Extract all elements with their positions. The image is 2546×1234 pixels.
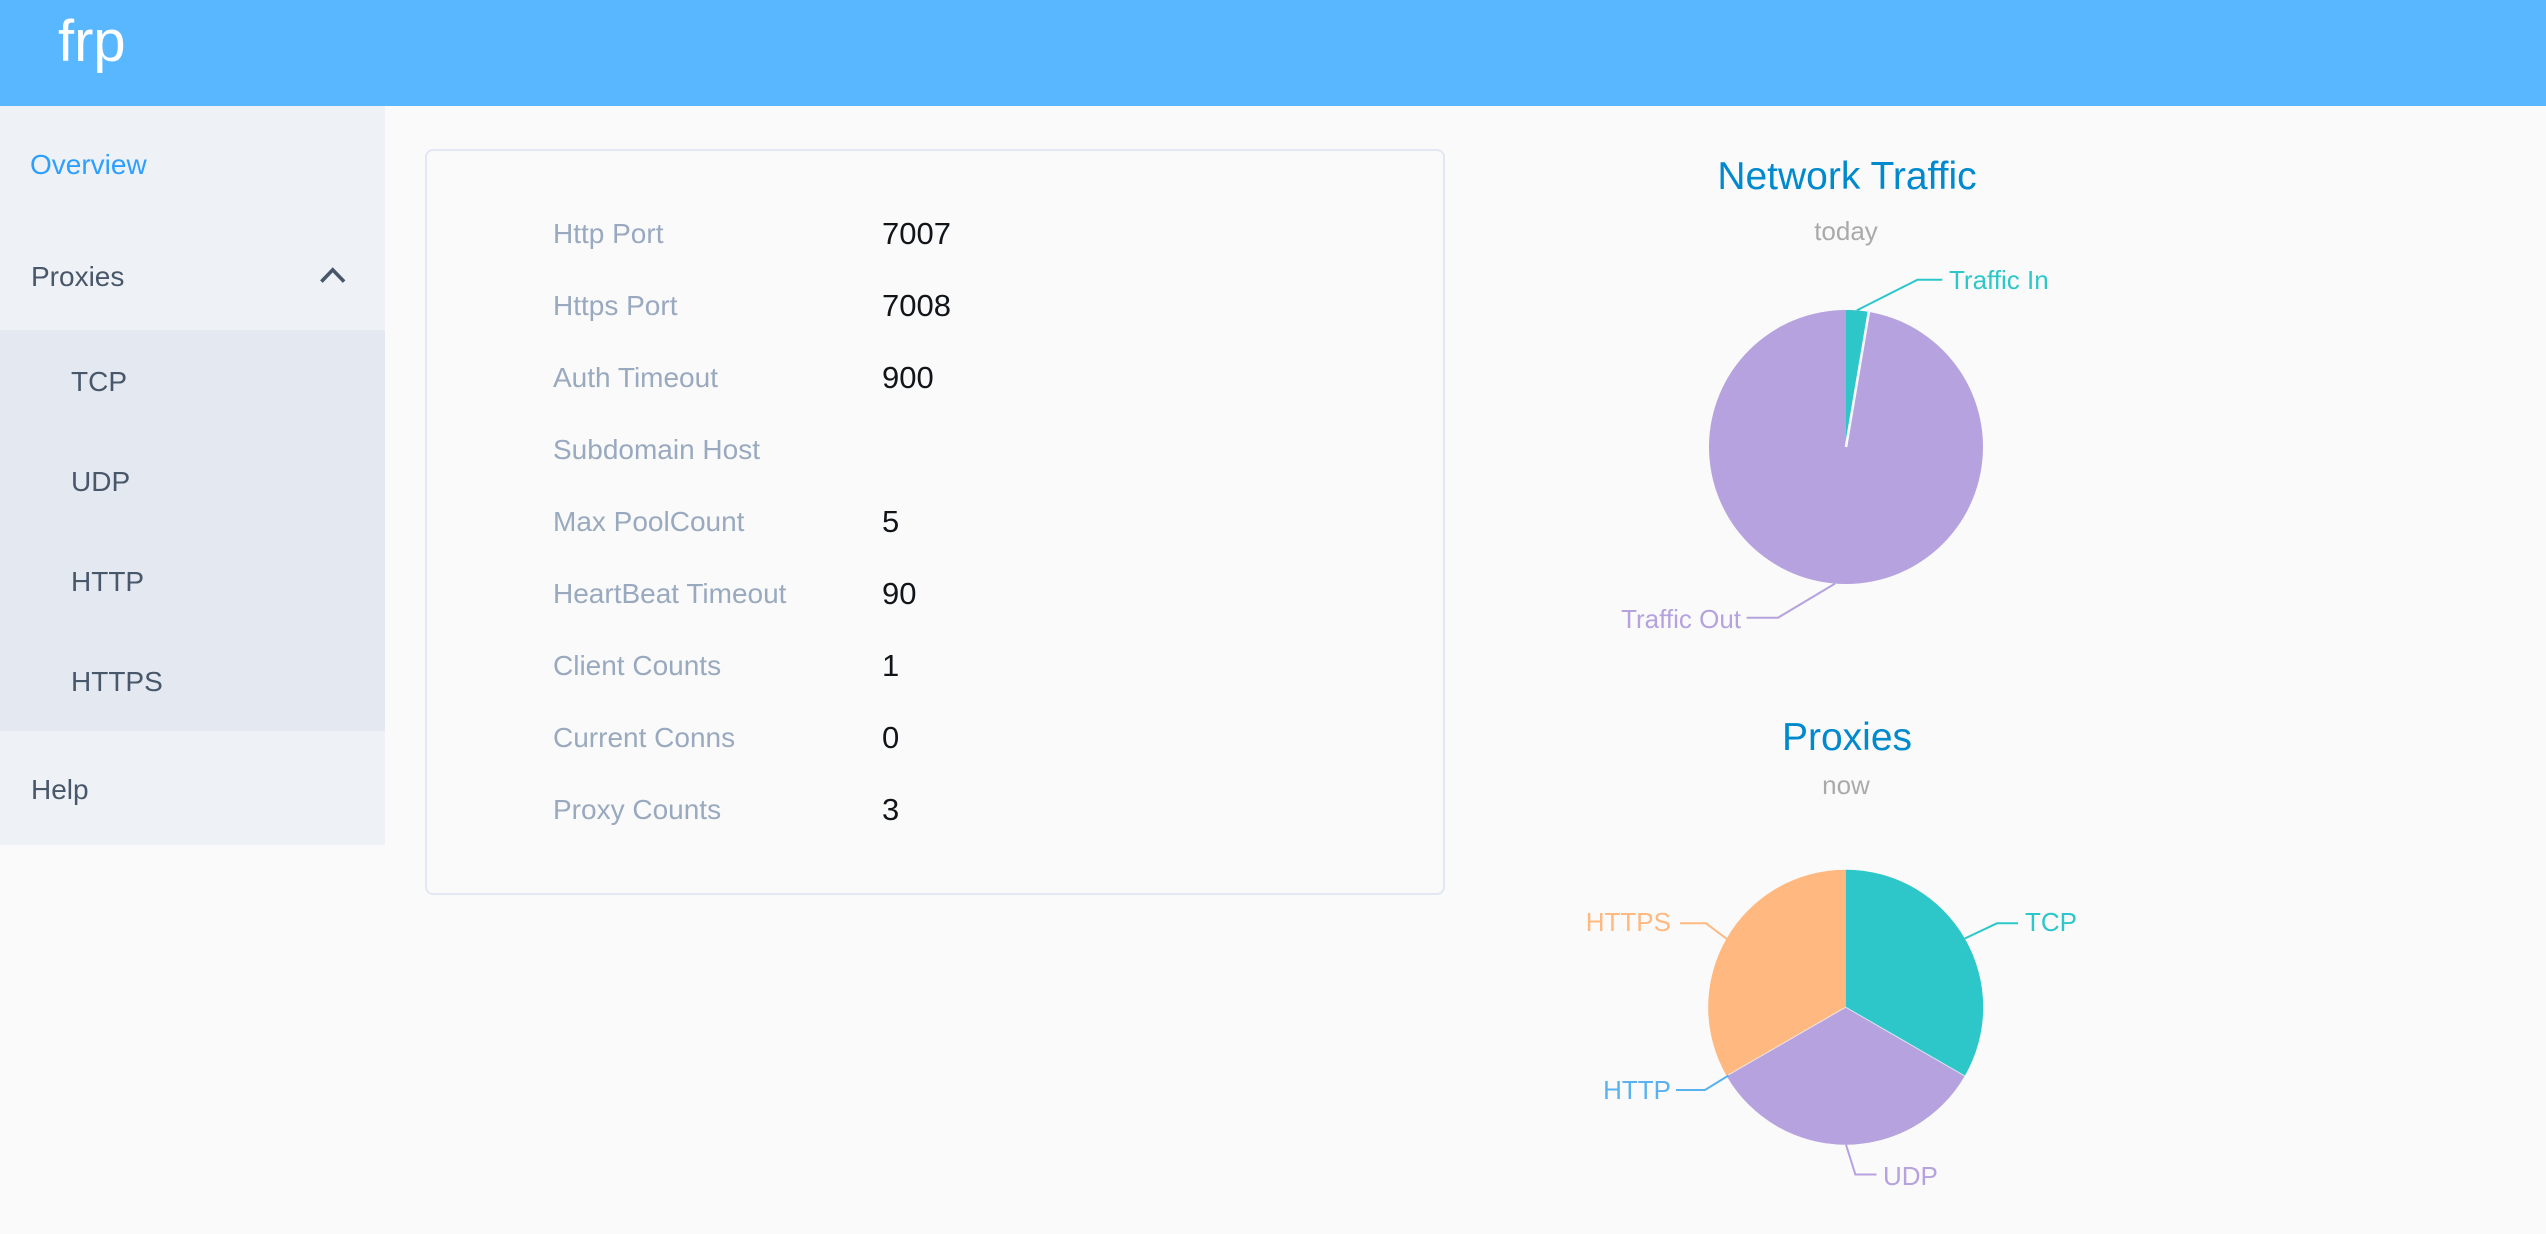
- svg-text:UDP: UDP: [1883, 1161, 1938, 1191]
- svg-text:HTTP: HTTP: [1603, 1075, 1671, 1105]
- svg-text:TCP: TCP: [2025, 907, 2077, 937]
- svg-text:Network Traffic: Network Traffic: [1717, 155, 1976, 198]
- svg-text:Proxies: Proxies: [1782, 716, 1912, 759]
- svg-text:HTTPS: HTTPS: [1586, 907, 1671, 937]
- svg-text:Traffic In: Traffic In: [1949, 265, 2049, 295]
- svg-text:Traffic Out: Traffic Out: [1621, 604, 1742, 634]
- svg-text:now: now: [1822, 770, 1870, 800]
- svg-text:today: today: [1814, 216, 1878, 246]
